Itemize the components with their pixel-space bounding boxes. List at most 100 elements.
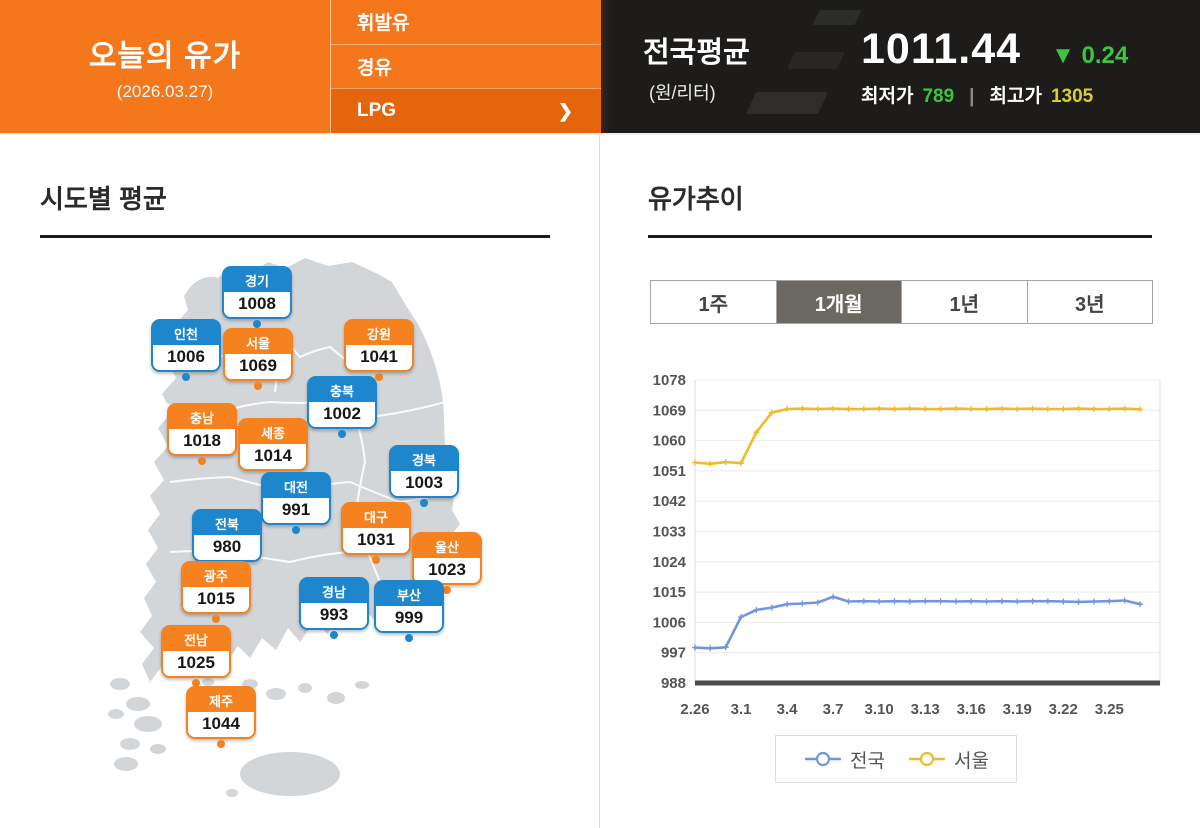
region-name: 경기 xyxy=(224,268,290,292)
region-price: 1003 xyxy=(391,471,457,496)
region-price: 1002 xyxy=(309,402,375,427)
period-tab-1개월[interactable]: 1개월 xyxy=(775,281,901,323)
lowest-value: 789 xyxy=(922,86,955,107)
region-price: 1008 xyxy=(224,292,290,317)
fuel-tab-휘발유[interactable]: 휘발유 xyxy=(331,0,601,44)
region-price: 1014 xyxy=(240,444,306,469)
fuel-tab-label: 경유 xyxy=(357,58,392,79)
minmax-separator: | xyxy=(969,86,975,107)
region-dot xyxy=(217,740,225,748)
region-name: 강원 xyxy=(346,321,412,345)
title-underline xyxy=(648,235,1152,238)
national-average-label: 전국평균 xyxy=(643,36,750,69)
fuel-tab-LPG[interactable]: LPG ❯ xyxy=(331,88,601,134)
decorative-shape xyxy=(812,10,862,25)
svg-text:1006: 1006 xyxy=(653,614,686,631)
region-dot xyxy=(254,382,262,390)
region-price: 993 xyxy=(301,603,367,628)
region-dot xyxy=(330,631,338,639)
svg-text:1060: 1060 xyxy=(653,433,686,450)
svg-text:3.22: 3.22 xyxy=(1049,701,1078,718)
region-dot xyxy=(253,320,261,328)
region-name: 충북 xyxy=(309,378,375,402)
region-dot xyxy=(212,615,220,623)
region-price: 1023 xyxy=(414,558,480,583)
trend-chart: 1078 1069 1060 1051 1042 1033 1024 1015 1006 997 9… xyxy=(653,372,1161,718)
region-badge: 대전 991 xyxy=(261,472,331,534)
region-dot xyxy=(182,373,190,381)
region-price: 1018 xyxy=(169,429,235,454)
region-badge: 대구 1031 xyxy=(341,502,411,564)
svg-text:3.4: 3.4 xyxy=(777,701,799,718)
region-badge: 서울 1069 xyxy=(223,328,293,390)
region-dot xyxy=(192,679,200,687)
legend-marker-icon xyxy=(909,751,945,767)
svg-text:2.26: 2.26 xyxy=(680,701,709,718)
region-dot xyxy=(338,430,346,438)
svg-text:1042: 1042 xyxy=(653,493,686,510)
region-badge: 경북 1003 xyxy=(389,445,459,507)
svg-text:1078: 1078 xyxy=(653,372,686,389)
region-price: 999 xyxy=(376,606,442,631)
national-average-panel: 전국평균 (원/리터) 1011.44 ▼ 0.24 최저가 789 | 최고가… xyxy=(601,0,1200,133)
national-average-price: 1011.44 xyxy=(861,25,1022,73)
region-name: 충남 xyxy=(169,405,235,429)
region-price: 1041 xyxy=(346,345,412,370)
region-badge: 광주 1015 xyxy=(181,561,251,623)
lowest-label: 최저가 xyxy=(861,86,914,107)
minmax-row: 최저가 789 | 최고가 1305 xyxy=(861,81,1128,108)
region-name: 서울 xyxy=(225,330,291,354)
period-tab-1주[interactable]: 1주 xyxy=(698,293,729,316)
region-dot xyxy=(292,526,300,534)
region-price: 1015 xyxy=(183,587,249,612)
legend-item-전국[interactable]: 전국 xyxy=(803,746,885,773)
chart-legend: 전국 서울 xyxy=(775,735,1017,783)
region-name: 울산 xyxy=(414,534,480,558)
app-title-panel: 오늘의 유가 (2026.03.27) xyxy=(0,0,330,133)
region-dot xyxy=(405,634,413,642)
national-average-label-block: 전국평균 (원/리터) xyxy=(643,29,803,105)
svg-text:3.25: 3.25 xyxy=(1095,701,1124,718)
national-average-values: 1011.44 ▼ 0.24 최저가 789 | 최고가 1305 xyxy=(861,25,1128,108)
region-name: 대전 xyxy=(263,474,329,498)
svg-text:997: 997 xyxy=(661,645,686,662)
price-trend-section: 유가추이 1주 1개월 1년 3년 1078 1069 1060 1051 1042 1033 1… xyxy=(600,135,1200,828)
period-tab-list: 1주 1개월 1년 3년 xyxy=(650,280,1153,324)
region-name: 제주 xyxy=(188,688,254,712)
svg-text:3.1: 3.1 xyxy=(731,701,752,718)
region-badge: 충남 1018 xyxy=(167,403,237,465)
region-name: 경남 xyxy=(301,579,367,603)
region-badge: 세종 1014 xyxy=(238,418,308,480)
svg-text:3.19: 3.19 xyxy=(1003,701,1032,718)
fuel-tab-경유[interactable]: 경유 xyxy=(331,43,601,89)
period-tab-1년[interactable]: 1년 xyxy=(901,281,1027,323)
date-label: (2026.03.27) xyxy=(116,82,214,101)
trend-title: 유가추이 xyxy=(648,184,744,214)
legend-marker-icon xyxy=(805,751,842,767)
svg-text:1069: 1069 xyxy=(653,402,686,419)
region-dot xyxy=(420,499,428,507)
region-dot xyxy=(372,556,380,564)
region-dot xyxy=(443,586,451,594)
fuel-tab-label: 휘발유 xyxy=(357,13,410,35)
content: 시도별 평균 xyxy=(0,135,1200,828)
region-price: 980 xyxy=(194,535,260,560)
regional-title: 시도별 평균 xyxy=(40,184,167,214)
region-name: 전남 xyxy=(163,627,229,651)
period-tab-3년[interactable]: 3년 xyxy=(1026,281,1153,323)
svg-text:1024: 1024 xyxy=(653,554,687,571)
region-name: 대구 xyxy=(343,504,409,528)
svg-text:3.13: 3.13 xyxy=(911,701,940,718)
region-badge: 충북 1002 xyxy=(307,376,377,438)
region-name: 인천 xyxy=(153,321,219,345)
page-title: 오늘의 유가 xyxy=(88,40,242,73)
svg-text:988: 988 xyxy=(661,675,686,692)
svg-text:1051: 1051 xyxy=(653,463,686,480)
region-badge: 전북 980 xyxy=(192,509,262,571)
region-badge: 경기 1008 xyxy=(222,266,292,328)
korea-map: 경기 1008 인천 1006 서울 1069 강원 1041 충북 1002 충남 1018 세종 10… xyxy=(100,252,490,812)
legend-item-서울[interactable]: 서울 xyxy=(907,746,989,773)
down-arrow-icon: ▼ xyxy=(1051,42,1075,69)
